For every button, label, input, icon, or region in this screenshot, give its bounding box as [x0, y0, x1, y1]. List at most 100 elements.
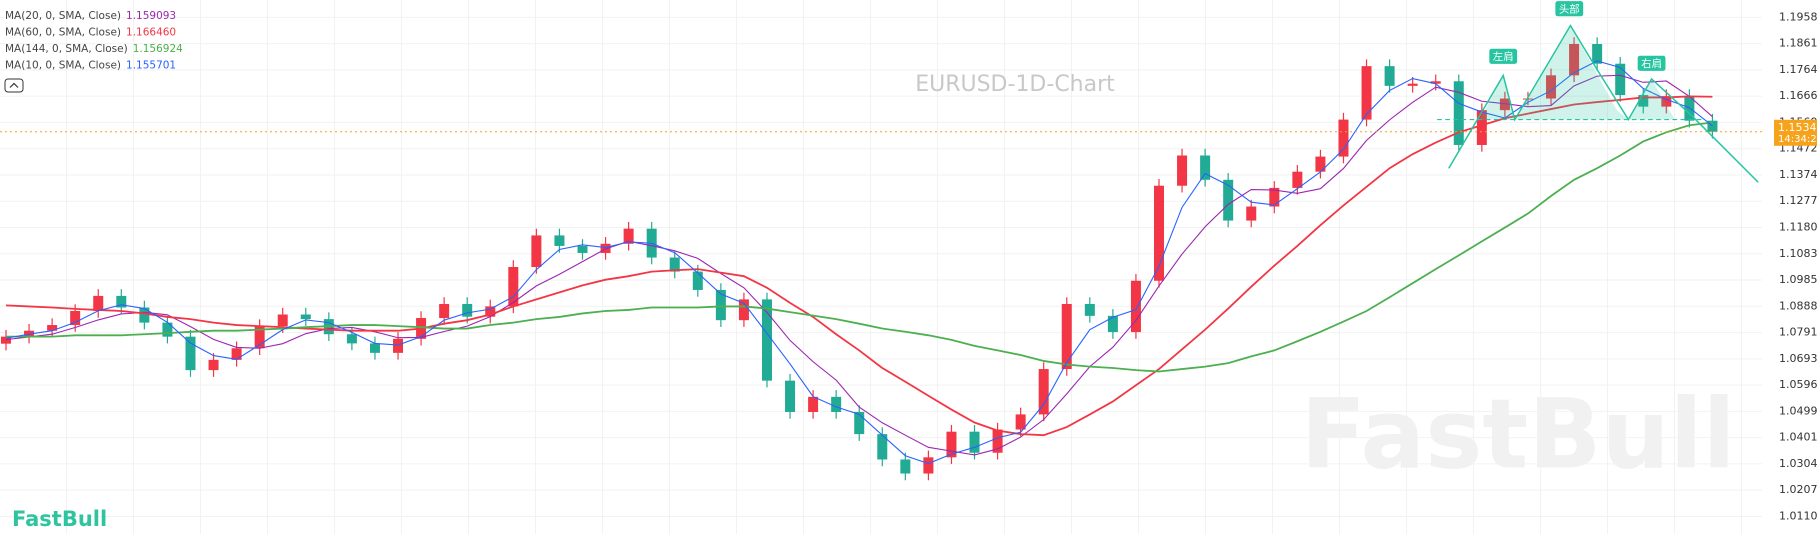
candle-body	[1154, 185, 1164, 281]
y-tick-label: 1.18615	[1779, 37, 1817, 50]
y-tick-label: 1.19588	[1779, 10, 1817, 23]
legend-label: MA(60, 0, SMA, Close)	[5, 27, 121, 39]
candle-body	[1522, 98, 1533, 100]
label-box	[1489, 48, 1518, 64]
logo: FastBull	[12, 507, 107, 531]
candle-body	[162, 322, 173, 337]
y-tick-label: 1.04019	[1779, 431, 1817, 444]
candle-body	[1453, 81, 1464, 145]
candle-body	[554, 235, 565, 246]
price-tag	[1774, 119, 1817, 146]
y-tick-label: 1.02073	[1779, 483, 1817, 496]
candle-body	[1223, 179, 1234, 221]
candle-body	[1038, 369, 1049, 415]
chart-title: EURUSD-1D-Chart	[915, 72, 1115, 97]
collapse-button[interactable]	[4, 78, 24, 93]
legend-value: 1.156924	[133, 43, 183, 55]
legend-label: MA(10, 0, SMA, Close)	[5, 60, 121, 72]
candle-body	[462, 303, 473, 317]
y-tick-label: 1.11803	[1779, 221, 1817, 234]
candle-body	[208, 359, 219, 371]
candle-body	[969, 431, 980, 453]
y-tick-label: 1.01100	[1779, 509, 1817, 522]
candle-body	[139, 307, 150, 323]
candle-body	[1592, 44, 1603, 64]
candle-body	[393, 338, 404, 353]
candle-body	[1315, 156, 1326, 172]
y-tick-label: 1.09857	[1779, 273, 1817, 286]
candle-body	[231, 348, 242, 360]
candle-body	[761, 299, 772, 381]
ma-line	[5, 60, 1713, 465]
legend-value: 1.166460	[126, 27, 176, 39]
candle-body	[1084, 303, 1095, 316]
candle-body	[1130, 280, 1141, 333]
ma-line	[6, 121, 1713, 373]
candle-body	[369, 343, 380, 353]
candle-body	[93, 295, 104, 312]
ma-line	[5, 74, 1713, 456]
pattern-label: 左肩	[1493, 50, 1514, 63]
collapse-icon	[9, 82, 19, 88]
candle-body	[1638, 95, 1649, 107]
price-tag-time: 14:34:27	[1778, 134, 1817, 145]
candle-body	[1476, 110, 1487, 145]
candle-body	[1, 336, 11, 344]
head-shoulders-pattern: 左肩 头部 右肩	[1437, 1, 1759, 183]
candle-body	[1361, 66, 1372, 120]
candle-body	[669, 257, 680, 272]
candle-body	[1246, 206, 1257, 221]
candle-body	[831, 396, 842, 412]
candle-body	[1269, 187, 1280, 207]
candle-body	[47, 325, 58, 331]
y-tick-label: 1.03046	[1779, 457, 1817, 470]
candle-body	[808, 396, 819, 412]
legend-value: 1.159093	[126, 10, 176, 22]
y-tick-label: 1.04992	[1779, 404, 1817, 417]
y-tick-label: 1.10830	[1779, 247, 1817, 260]
candle-body	[623, 228, 634, 244]
candle-body	[715, 289, 726, 321]
candle-body	[1499, 98, 1510, 111]
legend-label: MA(144, 0, SMA, Close)	[5, 43, 128, 55]
pattern-label: 头部	[1559, 2, 1580, 15]
y-tick-label: 1.16668	[1779, 89, 1817, 102]
pattern-fill	[1480, 25, 1675, 120]
legend-value: 1.155701	[126, 60, 176, 72]
candle-body	[1384, 66, 1395, 86]
y-tick-label: 1.05965	[1779, 378, 1817, 391]
candle-body	[1615, 63, 1626, 96]
candle-body	[1015, 414, 1026, 430]
candle-body	[992, 429, 1003, 453]
label-box	[1555, 1, 1584, 17]
label-box	[1637, 55, 1666, 71]
candle-body	[1661, 96, 1672, 107]
pattern-label: 右肩	[1641, 57, 1662, 70]
candle-body	[785, 380, 796, 412]
candle-body	[508, 267, 519, 307]
candle-body	[1430, 81, 1441, 84]
candle-body	[1707, 120, 1718, 132]
candle-body	[1338, 119, 1349, 157]
candle-body	[854, 411, 865, 435]
watermark: FastBull	[1300, 378, 1735, 490]
candle-body	[346, 334, 357, 344]
candle-body	[1200, 155, 1211, 180]
candle-body	[1107, 315, 1118, 333]
y-tick-label: 1.13749	[1779, 168, 1817, 181]
candle-body	[254, 326, 265, 349]
candle-body	[185, 336, 196, 371]
candle-body	[300, 314, 311, 320]
candle-body	[946, 431, 957, 458]
legend-label: MA(20, 0, SMA, Close)	[5, 10, 121, 22]
candle-body	[70, 311, 81, 326]
candle-body	[1061, 303, 1072, 370]
candle-body	[277, 314, 288, 327]
candle-body	[877, 434, 888, 460]
candle-body	[738, 299, 749, 321]
y-tick-label: 1.08884	[1779, 299, 1817, 312]
y-tick-label: 1.06938	[1779, 352, 1817, 365]
